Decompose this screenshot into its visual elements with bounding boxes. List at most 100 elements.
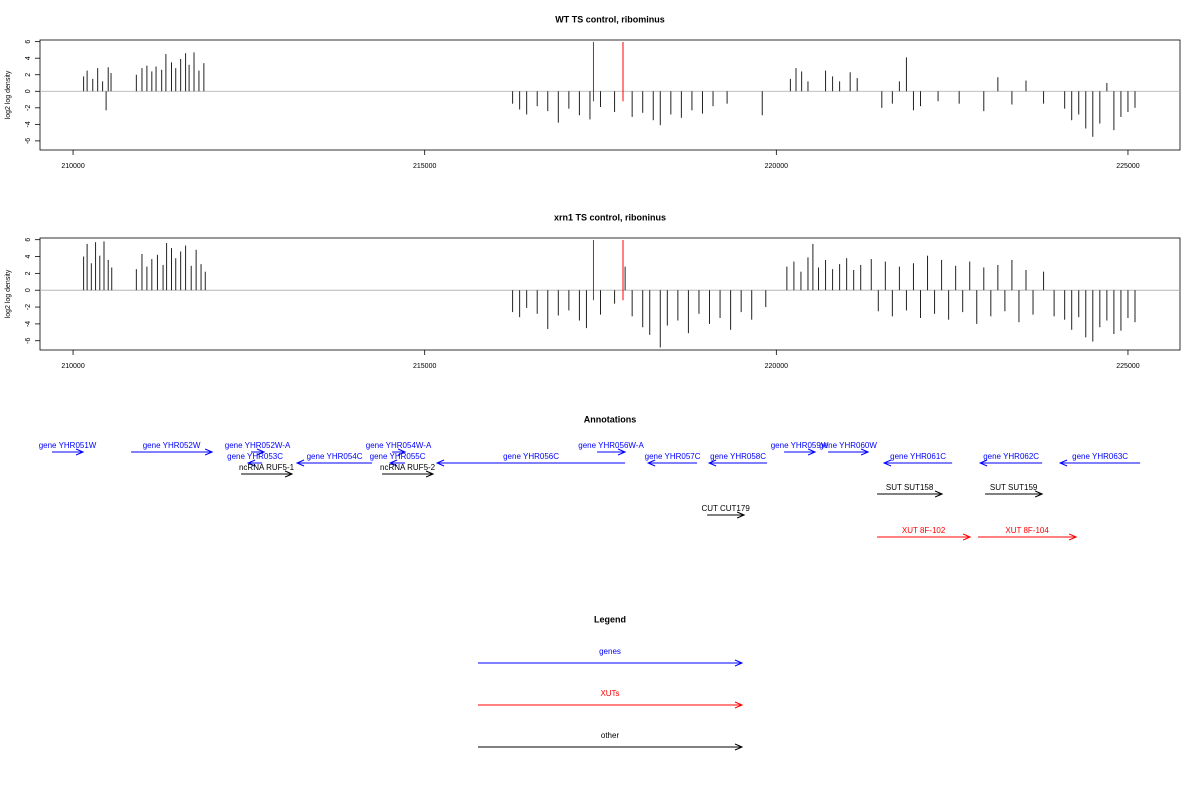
feature-label: gene YHR056C [503, 452, 559, 461]
arrow-head [1034, 490, 1044, 498]
x-tick-label: 225000 [1116, 163, 1139, 170]
x-tick-label: 220000 [765, 163, 788, 170]
y-tick-label: 6 [25, 238, 32, 242]
feature-arrow [435, 459, 626, 467]
y-tick-label: -6 [25, 338, 32, 344]
legend-label: genes [599, 647, 621, 656]
arrow-head [397, 448, 407, 456]
chart-title: xrn1 TS control, riboninus [554, 212, 666, 222]
arrow-head [425, 470, 435, 478]
feature-label: gene YHR058C [710, 452, 766, 461]
feature-label: gene YHR063C [1072, 452, 1128, 461]
annotations-title: Annotations [584, 414, 637, 424]
arrow-head [435, 459, 445, 467]
arrow-head [617, 448, 627, 456]
arrow-head [256, 448, 266, 456]
feature-label: gene YHR059W [771, 441, 829, 450]
y-tick-label: 0 [25, 288, 32, 292]
arrow-head [75, 448, 85, 456]
y-tick-label: -4 [25, 121, 32, 127]
feature-label: gene YHR057C [645, 452, 701, 461]
feature-arrow [392, 448, 407, 456]
feature-arrow [1058, 459, 1141, 467]
arrow-head [978, 459, 988, 467]
feature-label: gene YHR054W-A [366, 441, 432, 450]
feature-arrow [828, 448, 870, 456]
feature-label: gene YHR053C [227, 452, 283, 461]
feature-label: gene YHR061C [890, 452, 946, 461]
arrow-head [204, 448, 214, 456]
x-tick-label: 210000 [61, 363, 84, 370]
plot-frame [39, 237, 1181, 351]
arrow-head [295, 459, 305, 467]
arrow-head [860, 448, 870, 456]
legend-arrow [478, 701, 744, 709]
feature-arrow [877, 533, 972, 541]
arrow-head [962, 533, 972, 541]
feature-label: XUT 8F-104 [1005, 526, 1049, 535]
y-tick-label: 4 [25, 56, 32, 60]
feature-arrow [707, 459, 768, 467]
legend-label: XUTs [600, 689, 619, 698]
legend-title: Legend [594, 614, 626, 624]
feature-arrow [707, 511, 746, 519]
y-tick-label: -2 [25, 105, 32, 111]
arrow-head [646, 459, 656, 467]
feature-label: SUT SUT158 [886, 483, 934, 492]
y-axis-label: log2 log density [5, 70, 12, 119]
arrow-head [707, 459, 717, 467]
arrow-head [284, 470, 294, 478]
arrow-head [736, 511, 746, 519]
feature-arrow [131, 448, 214, 456]
feature-arrow [784, 448, 817, 456]
feature-arrow [882, 459, 953, 467]
x-tick-label: 225000 [1116, 363, 1139, 370]
feature-label: XUT 8F-102 [902, 526, 946, 535]
x-tick-label: 215000 [413, 163, 436, 170]
feature-label: ncRNA RUF5-2 [380, 463, 436, 472]
plot-frame [39, 39, 1181, 151]
arrow-head [388, 459, 398, 467]
feature-arrow [251, 448, 266, 456]
y-tick-label: 0 [25, 89, 32, 93]
arrow-head [734, 701, 744, 709]
feature-label: ncRNA RUF5-1 [239, 463, 295, 472]
arrow-head [734, 743, 744, 751]
feature-arrow [985, 490, 1044, 498]
x-tick-label: 210000 [61, 163, 84, 170]
arrow-head [882, 459, 892, 467]
arrow-head [934, 490, 944, 498]
x-tick-label: 215000 [413, 363, 436, 370]
feature-arrow [241, 470, 294, 478]
feature-arrow [246, 459, 263, 467]
arrow-head [1058, 459, 1068, 467]
feature-arrow [382, 470, 435, 478]
y-tick-label: -2 [25, 304, 32, 310]
arrow-head [734, 659, 744, 667]
chart-title: WT TS control, ribominus [555, 14, 665, 24]
feature-arrow [597, 448, 627, 456]
feature-arrow [978, 459, 1043, 467]
feature-label: gene YHR052W-A [225, 441, 291, 450]
legend-arrow [478, 659, 744, 667]
feature-arrow [388, 459, 406, 467]
feature-arrow [295, 459, 373, 467]
feature-label: gene YHR060W [819, 441, 877, 450]
y-tick-label: 6 [25, 40, 32, 44]
feature-label: gene YHR055C [370, 452, 426, 461]
feature-label: gene YHR054C [307, 452, 363, 461]
legend-arrow [478, 743, 744, 751]
feature-label: CUT CUT179 [701, 504, 750, 513]
x-tick-label: 220000 [765, 363, 788, 370]
y-axis-label: log2 log density [5, 269, 12, 318]
y-tick-label: -4 [25, 321, 32, 327]
legend-label: other [601, 731, 620, 740]
feature-arrow [978, 533, 1078, 541]
y-tick-label: 4 [25, 254, 32, 258]
arrow-head [807, 448, 817, 456]
feature-arrow [646, 459, 698, 467]
feature-label: gene YHR056W-A [578, 441, 644, 450]
feature-label: gene YHR062C [983, 452, 1039, 461]
arrow-head [1068, 533, 1078, 541]
